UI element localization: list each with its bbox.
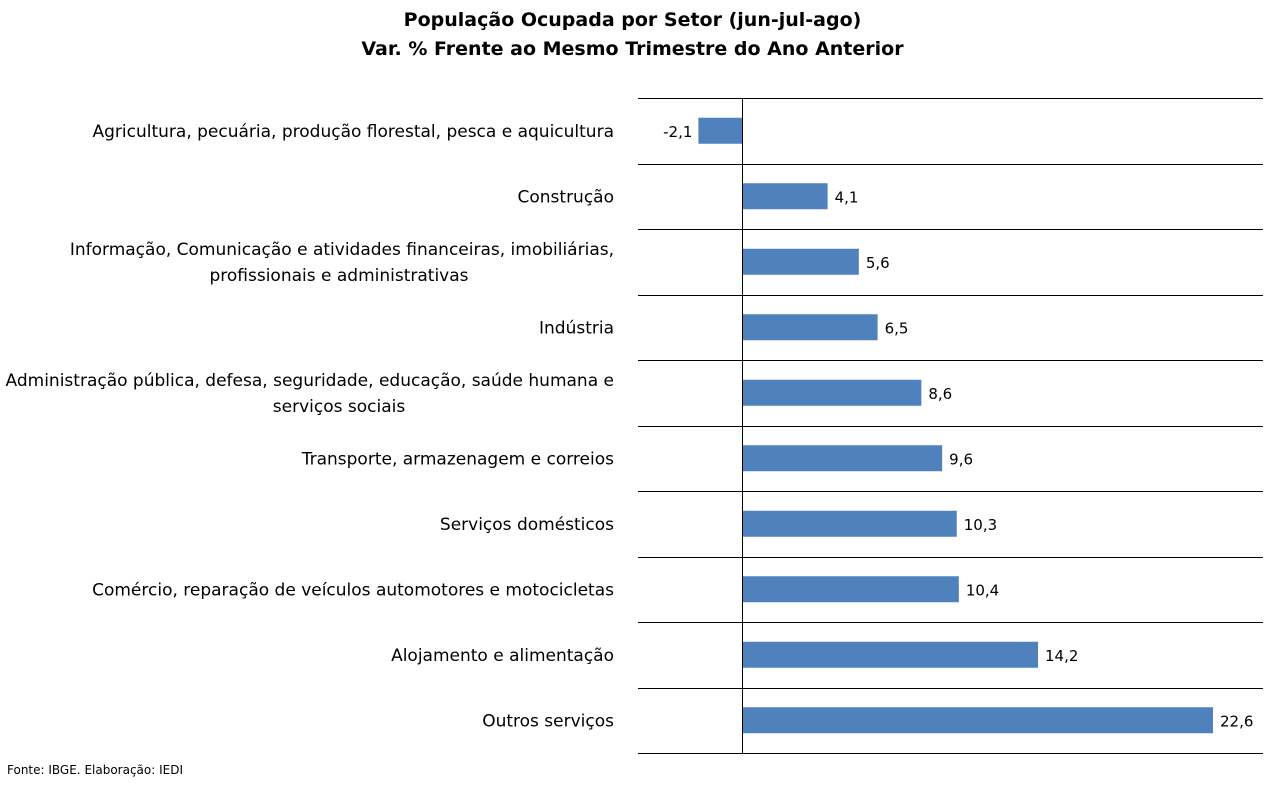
category-label: profissionais e administrativas bbox=[209, 266, 468, 286]
source-note: Fonte: IBGE. Elaboração: IEDI bbox=[7, 763, 184, 777]
category-label: Agricultura, pecuária, produção floresta… bbox=[93, 122, 615, 142]
data-label: 22,6 bbox=[1220, 712, 1253, 730]
data-label: 4,1 bbox=[835, 188, 859, 206]
category-label: Outros serviços bbox=[482, 711, 614, 731]
data-label: 14,2 bbox=[1045, 647, 1078, 665]
category-label: Indústria bbox=[539, 318, 614, 338]
category-label: Informação, Comunicação e atividades fin… bbox=[70, 240, 614, 260]
bar bbox=[742, 510, 957, 537]
bar bbox=[742, 445, 943, 472]
category-label: Administração pública, defesa, seguridad… bbox=[6, 371, 614, 391]
data-label: 5,6 bbox=[866, 254, 890, 272]
bar bbox=[742, 707, 1213, 734]
category-label: Transporte, armazenagem e correios bbox=[301, 449, 614, 469]
data-label: -2,1 bbox=[663, 123, 692, 141]
bar bbox=[742, 248, 859, 275]
category-label: serviços sociais bbox=[273, 397, 406, 417]
category-label: Alojamento e alimentação bbox=[391, 646, 614, 666]
bar bbox=[742, 314, 878, 341]
chart-title: População Ocupada por Setor (jun-jul-ago… bbox=[403, 9, 862, 31]
chart-subtitle: Var. % Frente ao Mesmo Trimestre do Ano … bbox=[361, 38, 904, 60]
bar bbox=[742, 576, 959, 603]
bar bbox=[742, 183, 828, 210]
data-label: 9,6 bbox=[949, 450, 973, 468]
category-label: Comércio, reparação de veículos automoto… bbox=[92, 580, 614, 600]
data-label: 10,4 bbox=[966, 581, 999, 599]
category-label: Construção bbox=[518, 187, 615, 207]
data-label: 6,5 bbox=[885, 319, 909, 337]
bar bbox=[742, 379, 922, 406]
bar bbox=[698, 117, 743, 144]
bar bbox=[742, 641, 1038, 668]
data-label: 10,3 bbox=[964, 516, 997, 534]
data-label: 8,6 bbox=[928, 385, 952, 403]
category-label: Serviços domésticos bbox=[440, 515, 614, 535]
